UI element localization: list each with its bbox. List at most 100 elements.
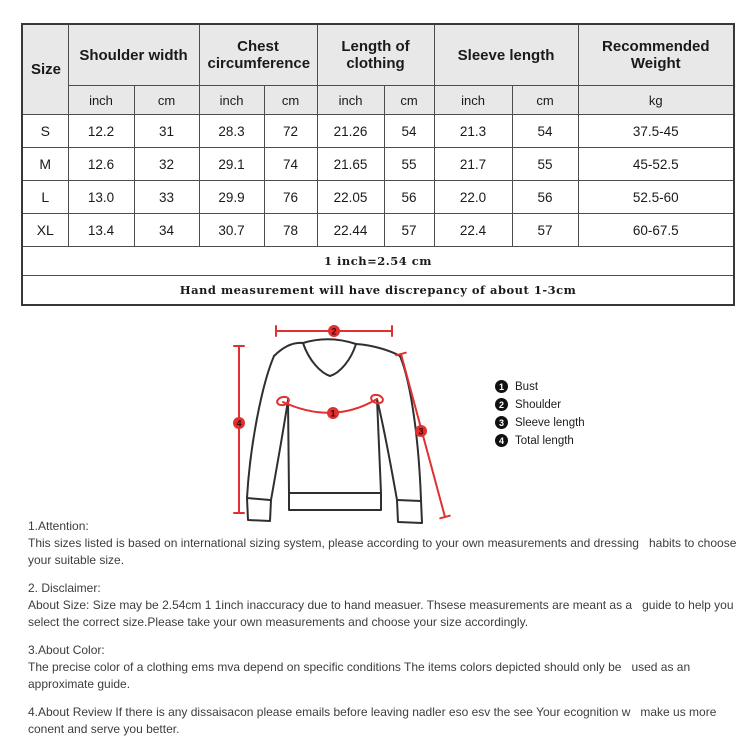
- numbered-bullet-icon: 1: [495, 380, 508, 393]
- legend-item-shoulder: 2 Shoulder: [495, 398, 585, 411]
- marker-circle-shoulder: [328, 325, 340, 337]
- table-cell: 72: [263, 114, 318, 148]
- section-body: This sizes listed is based on internatio…: [28, 536, 737, 567]
- table-row-size-m: M 12.6 32 29.1 74 21.65 55 21.7 55 45-52…: [21, 147, 735, 181]
- measurement-lines: [233, 325, 451, 520]
- col-header-shoulder-width: Shoulder width: [67, 23, 200, 86]
- table-cell: 45-52.5: [577, 147, 735, 181]
- section-body: 4.About Review If there is any dissaisac…: [28, 705, 717, 736]
- legend-item-bust: 1 Bust: [495, 380, 585, 393]
- unit-header: inch: [67, 85, 135, 115]
- col-header-size: Size: [21, 23, 69, 115]
- unit-header: inch: [198, 85, 265, 115]
- table-cell: 57: [383, 213, 435, 247]
- table-cell: 28.3: [198, 114, 265, 148]
- legend-item-total-length: 4 Total length: [495, 434, 585, 447]
- table-note-inch-conversion: 1 inch=2.54 cm: [21, 246, 735, 276]
- table-cell: 55: [383, 147, 435, 181]
- table-cell: 60-67.5: [577, 213, 735, 247]
- table-cell: 21.7: [433, 147, 513, 181]
- table-row-size-s: S 12.2 31 28.3 72 21.26 54 21.3 54 37.5-…: [21, 114, 735, 148]
- legend-label: Shoulder: [515, 398, 562, 411]
- table-row-size-xl: XL 13.4 34 30.7 78 22.44 57 22.4 57 60-6…: [21, 213, 735, 247]
- measure-markers: 1 2 3 4: [233, 325, 427, 437]
- table-cell: 22.44: [316, 213, 385, 247]
- marker-number: 1: [330, 409, 335, 419]
- col-header-sleeve-length: Sleeve length: [433, 23, 579, 86]
- size-label: M: [21, 147, 69, 181]
- table-row-size-l: L 13.0 33 29.9 76 22.05 56 22.0 56 52.5-…: [21, 180, 735, 214]
- note-text: 1 inch=2.54 cm: [21, 246, 735, 276]
- legend-label: Sleeve length: [515, 416, 585, 429]
- size-label: L: [21, 180, 69, 214]
- note-text: Hand measurement will have discrepancy o…: [21, 275, 735, 306]
- section-about-review: 4.About Review If there is any dissaisac…: [28, 704, 740, 738]
- numbered-bullet-icon: 2: [495, 398, 508, 411]
- size-label: S: [21, 114, 69, 148]
- section-about-color: 3.About Color: The precise color of a cl…: [28, 642, 740, 693]
- unit-header: inch: [316, 85, 385, 115]
- table-cell: 74: [263, 147, 318, 181]
- section-heading: 3.About Color:: [28, 643, 105, 657]
- section-heading: 2. Disclaimer:: [28, 581, 101, 595]
- section-attention: 1.Attention: This sizes listed is based …: [28, 518, 740, 569]
- table-cell: 54: [383, 114, 435, 148]
- col-header-recommended-weight: Recommended Weight: [577, 23, 735, 86]
- sweater-outline: [246, 338, 423, 524]
- table-cell: 34: [133, 213, 200, 247]
- table-cell: 56: [511, 180, 579, 214]
- legend-label: Total length: [515, 434, 574, 447]
- table-cell: 21.65: [316, 147, 385, 181]
- section-heading: 1.Attention:: [28, 519, 89, 533]
- table-cell: 52.5-60: [577, 180, 735, 214]
- table-cell: 56: [383, 180, 435, 214]
- marker-circle-total-length: [233, 417, 245, 429]
- table-cell: 12.2: [67, 114, 135, 148]
- table-cell: 78: [263, 213, 318, 247]
- marker-circle-bust: [327, 407, 339, 419]
- legend-item-sleeve-length: 3 Sleeve length: [495, 416, 585, 429]
- table-cell: 29.9: [198, 180, 265, 214]
- col-header-chest-circumference: Chest circumference: [198, 23, 318, 86]
- table-note-measurement-discrepancy: Hand measurement will have discrepancy o…: [21, 275, 735, 306]
- numbered-bullet-icon: 3: [495, 416, 508, 429]
- section-disclaimer: 2. Disclaimer: About Size: Size may be 2…: [28, 580, 740, 631]
- col-header-length-of-clothing: Length of clothing: [316, 23, 435, 86]
- unit-header: kg: [577, 85, 735, 115]
- size-table: Size Shoulder width Chest circumference …: [21, 23, 736, 306]
- table-cell: 33: [133, 180, 200, 214]
- marker-number: 2: [331, 327, 336, 337]
- unit-header: cm: [383, 85, 435, 115]
- legend-label: Bust: [515, 380, 539, 393]
- table-cell: 22.0: [433, 180, 513, 214]
- table-cell: 29.1: [198, 147, 265, 181]
- table-cell: 13.0: [67, 180, 135, 214]
- table-cell: 57: [511, 213, 579, 247]
- unit-header: cm: [133, 85, 200, 115]
- marker-number: 3: [418, 427, 423, 437]
- table-cell: 55: [511, 147, 579, 181]
- unit-header: cm: [511, 85, 579, 115]
- table-cell: 31: [133, 114, 200, 148]
- marker-number: 4: [236, 419, 241, 429]
- section-body: About Size: Size may be 2.54cm 1 1inch i…: [28, 598, 734, 629]
- table-cell: 37.5-45: [577, 114, 735, 148]
- sweater-measurement-diagram: 1 2 3 4: [233, 325, 451, 524]
- table-cell: 12.6: [67, 147, 135, 181]
- table-cell: 21.26: [316, 114, 385, 148]
- size-label: XL: [21, 213, 69, 247]
- table-cell: 21.3: [433, 114, 513, 148]
- table-cell: 32: [133, 147, 200, 181]
- table-cell: 22.4: [433, 213, 513, 247]
- table-cell: 76: [263, 180, 318, 214]
- table-cell: 30.7: [198, 213, 265, 247]
- section-body: The precise color of a clothing ems mva …: [28, 660, 691, 691]
- table-cell: 22.05: [316, 180, 385, 214]
- numbered-bullet-icon: 4: [495, 434, 508, 447]
- table-cell: 54: [511, 114, 579, 148]
- marker-circle-sleeve: [415, 425, 427, 437]
- unit-header: cm: [263, 85, 318, 115]
- table-cell: 13.4: [67, 213, 135, 247]
- measurement-legend: 1 Bust 2 Shoulder 3 Sleeve length 4 Tota…: [495, 380, 585, 452]
